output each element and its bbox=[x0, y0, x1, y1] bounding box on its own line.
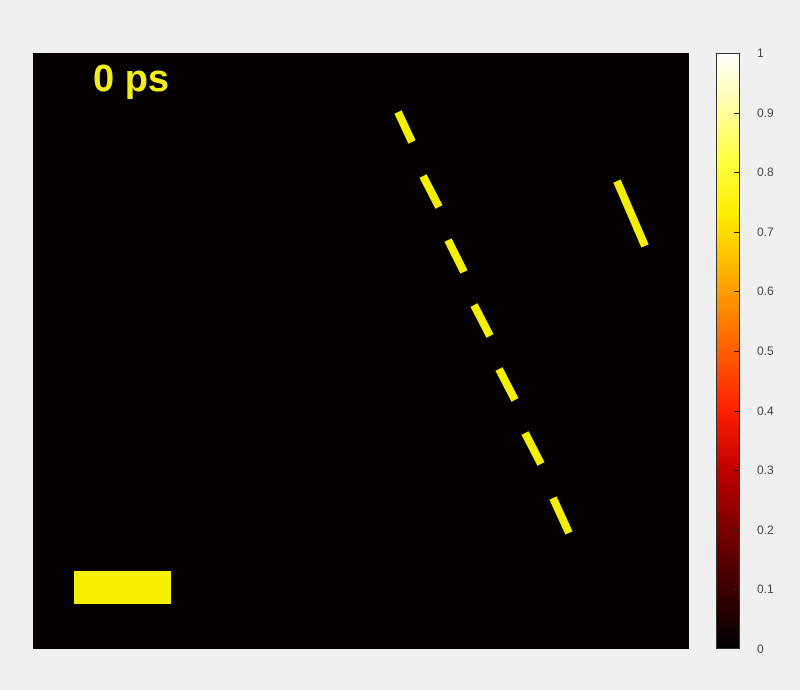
colorbar-tick-mark bbox=[734, 410, 739, 412]
colorbar-tick-label: 0.8 bbox=[757, 165, 774, 180]
colorbar-tick-mark bbox=[734, 172, 739, 174]
colorbar-tick-label: 0.3 bbox=[757, 463, 774, 478]
time-annotation: 0 ps bbox=[93, 58, 170, 100]
dashed-line-segment bbox=[444, 238, 468, 274]
feature-layer bbox=[74, 110, 649, 604]
short-line-segment bbox=[613, 179, 649, 248]
colorbar-tick-mark bbox=[734, 470, 739, 472]
colorbar-tick-label: 0.2 bbox=[757, 522, 774, 537]
dashed-line-segment bbox=[521, 431, 545, 466]
colorbar-tick-label: 0.9 bbox=[757, 105, 774, 120]
colorbar-tick-label: 0.7 bbox=[757, 224, 774, 239]
colorbar-tick-label: 0.4 bbox=[757, 403, 774, 418]
colorbar-tick-label: 0.5 bbox=[757, 344, 774, 358]
dashed-line-segment bbox=[394, 110, 416, 144]
dashed-line-segment bbox=[495, 367, 519, 402]
colorbar-tick-mark bbox=[734, 351, 739, 352]
colorbar-tick-mark bbox=[734, 112, 739, 114]
colorbar-tick-mark bbox=[734, 231, 739, 233]
heatmap-image bbox=[33, 53, 689, 649]
scale-bar bbox=[74, 571, 171, 604]
colorbar-tick-mark bbox=[734, 589, 739, 591]
dashed-line-segment bbox=[470, 303, 494, 338]
colorbar-tick-label: 1 bbox=[757, 46, 764, 60]
colorbar-tick-mark bbox=[734, 529, 739, 531]
colorbar-tick-mark bbox=[734, 291, 739, 293]
dashed-line-segment bbox=[549, 496, 573, 535]
dashed-line-segment bbox=[419, 174, 443, 209]
colorbar-tick-label: 0.6 bbox=[757, 284, 774, 299]
colorbar-tick-label: 0 bbox=[757, 642, 764, 656]
colorbar-tick-label: 0.1 bbox=[757, 582, 774, 597]
